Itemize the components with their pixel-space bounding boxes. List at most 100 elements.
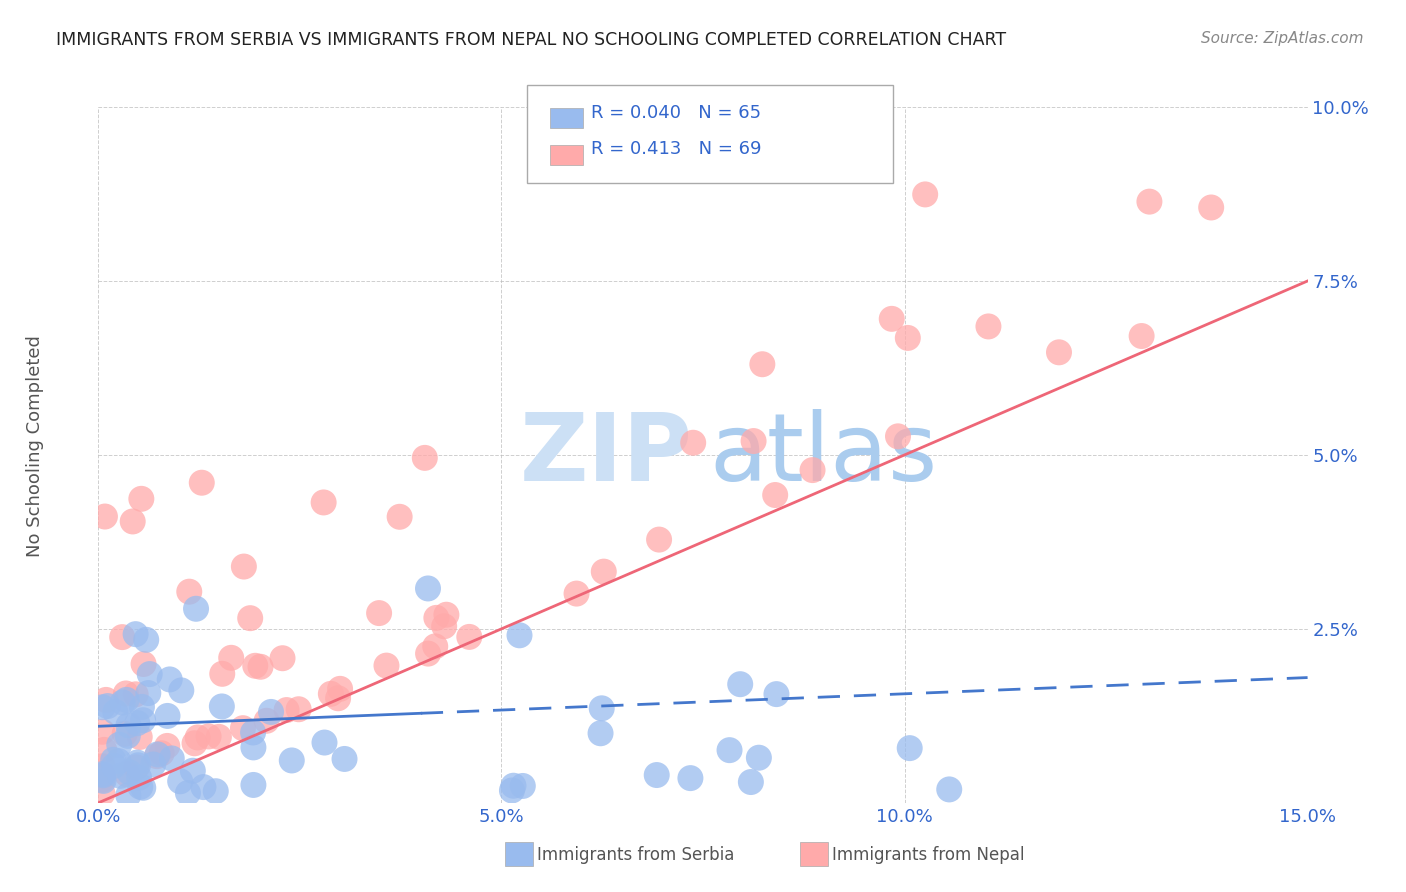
Point (1047, 345, 1070, 359)
Text: R = 0.413   N = 69: R = 0.413 N = 69 (591, 140, 761, 158)
Point (242, 725, 264, 739)
Point (93, 773, 115, 788)
Point (887, 429, 910, 443)
Point (103, 753, 125, 767)
Point (232, 559, 254, 574)
Point (169, 774, 191, 789)
Point (256, 714, 278, 728)
Point (104, 705, 127, 719)
Point (117, 729, 139, 743)
Point (326, 691, 349, 706)
Point (276, 703, 298, 717)
Point (129, 780, 152, 794)
Point (742, 434, 765, 448)
Point (242, 778, 264, 792)
Point (801, 463, 824, 477)
Point (329, 681, 352, 696)
Point (239, 611, 262, 625)
Point (103, 759, 125, 773)
Point (281, 754, 304, 768)
Point (271, 651, 294, 665)
Point (193, 780, 215, 794)
Point (728, 677, 751, 691)
Point (458, 630, 481, 644)
Point (502, 779, 524, 793)
Point (142, 757, 165, 772)
Point (287, 702, 309, 716)
Point (191, 475, 214, 490)
Point (333, 752, 356, 766)
Text: ZIP: ZIP (520, 409, 693, 501)
Point (110, 769, 132, 783)
Point (565, 586, 588, 600)
Point (146, 747, 169, 762)
Point (748, 750, 770, 764)
Point (245, 658, 267, 673)
Point (127, 756, 149, 770)
Point (312, 495, 335, 509)
Point (125, 760, 148, 774)
Text: R = 0.040   N = 65: R = 0.040 N = 65 (591, 104, 761, 122)
Point (91, 724, 114, 739)
Point (91, 772, 114, 787)
Point (128, 771, 150, 785)
Point (91, 767, 114, 781)
Point (197, 730, 219, 744)
Point (592, 565, 614, 579)
Point (127, 758, 149, 772)
Point (132, 657, 155, 671)
Point (91, 759, 114, 773)
Point (880, 311, 903, 326)
Point (260, 705, 283, 719)
Point (135, 632, 157, 647)
Point (413, 450, 436, 465)
Point (91, 786, 114, 800)
Text: Source: ZipAtlas.com: Source: ZipAtlas.com (1201, 31, 1364, 46)
Point (160, 751, 183, 765)
Point (232, 721, 254, 735)
Point (434, 607, 457, 622)
Point (91, 768, 114, 782)
Point (115, 686, 138, 700)
Point (416, 647, 439, 661)
Point (93, 743, 115, 757)
Point (150, 747, 173, 761)
Point (433, 619, 456, 633)
Point (208, 730, 231, 744)
Point (898, 741, 921, 756)
Point (211, 699, 233, 714)
Point (159, 673, 181, 687)
Point (94, 509, 117, 524)
Point (117, 789, 139, 803)
Point (897, 331, 920, 345)
Point (914, 187, 936, 202)
Point (512, 779, 534, 793)
Point (425, 611, 447, 625)
Point (211, 666, 233, 681)
Point (679, 771, 702, 785)
Point (121, 515, 143, 529)
Point (111, 695, 134, 709)
Point (118, 765, 141, 780)
Point (648, 533, 671, 547)
Point (115, 693, 138, 707)
Text: atlas: atlas (710, 409, 938, 501)
Point (177, 786, 200, 800)
Point (131, 700, 153, 714)
Point (740, 775, 762, 789)
Point (425, 640, 447, 654)
Point (416, 582, 439, 596)
Point (94, 693, 117, 707)
Point (136, 686, 159, 700)
Point (763, 488, 786, 502)
Point (114, 727, 136, 741)
Point (138, 667, 160, 681)
Point (97, 699, 120, 714)
Point (751, 357, 773, 371)
Point (170, 683, 193, 698)
Point (107, 754, 129, 768)
Point (977, 319, 1000, 334)
Point (508, 628, 530, 642)
Point (938, 782, 960, 797)
Point (388, 509, 411, 524)
